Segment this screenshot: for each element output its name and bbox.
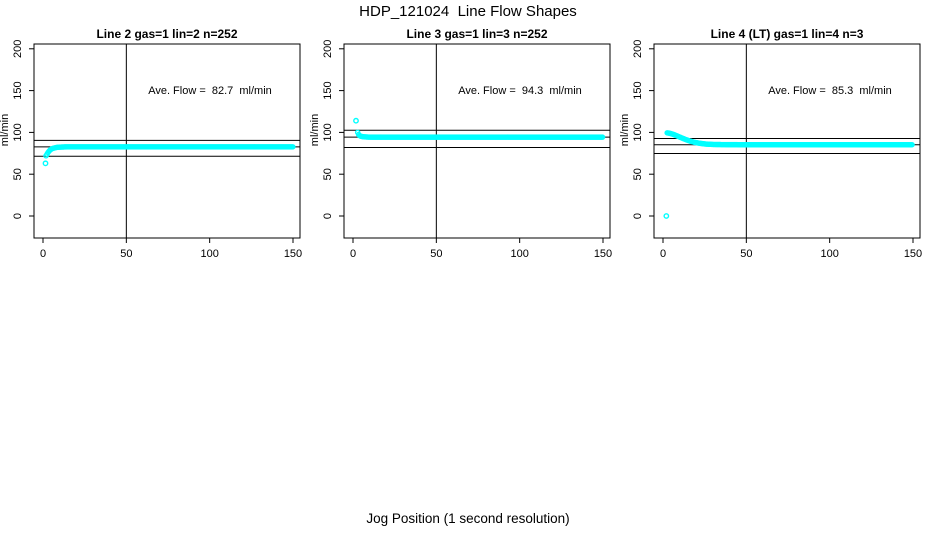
panel-2-title: Line 3 gas=1 lin=3 n=252 [406,27,548,41]
y-tick-label: 0 [322,213,334,219]
x-tick-label: 150 [904,248,922,260]
y-axis-title: ml/min [0,114,11,146]
data-point [909,141,915,148]
y-axis-title: ml/min [619,114,631,146]
y-tick-label: 200 [12,40,24,58]
x-tick-label: 50 [120,248,132,260]
x-tick-label: 100 [200,248,218,260]
plot-box [33,43,301,239]
panel-1-ave-flow-annotation: Ave. Flow = 82.7 ml/min [148,85,272,97]
plot-box [343,43,611,239]
y-tick-label: 0 [632,213,644,219]
panel-3-title: Line 4 (LT) gas=1 lin=4 n=3 [710,27,864,41]
y-tick-label: 100 [322,123,334,141]
figure-title: HDP_121024 Line Flow Shapes [359,3,577,20]
outlier-point [663,213,670,219]
x-tick-label: 50 [430,248,442,260]
y-axis-title: ml/min [309,114,321,146]
x-axis-title: Jog Position (1 second resolution) [366,511,570,526]
x-tick-label: 150 [594,248,612,260]
x-tick-label: 100 [510,248,528,260]
outlier-point [42,160,49,167]
y-tick-label: 0 [12,213,24,219]
plot-box [653,43,921,239]
y-tick-label: 100 [12,123,24,141]
data-point [599,134,606,140]
y-tick-label: 150 [322,81,334,99]
y-tick-label: 50 [632,168,644,180]
data-point [290,144,296,150]
x-tick-label: 50 [740,248,752,260]
y-tick-label: 200 [632,40,644,58]
panel-1-title: Line 2 gas=1 lin=2 n=252 [96,27,238,41]
panel-2-ave-flow-annotation: Ave. Flow = 94.3 ml/min [458,85,582,97]
x-tick-label: 0 [350,248,356,260]
y-tick-label: 150 [632,81,644,99]
outlier-point [353,117,359,124]
y-tick-label: 200 [322,40,334,58]
y-tick-label: 50 [322,168,334,180]
y-tick-label: 100 [632,123,644,141]
x-tick-label: 150 [284,248,302,260]
panel-3-ave-flow-annotation: Ave. Flow = 85.3 ml/min [768,85,892,97]
y-tick-label: 150 [12,81,24,99]
x-tick-label: 0 [660,248,666,260]
y-tick-label: 50 [12,168,24,180]
x-tick-label: 100 [820,248,838,260]
x-tick-label: 0 [40,248,46,260]
